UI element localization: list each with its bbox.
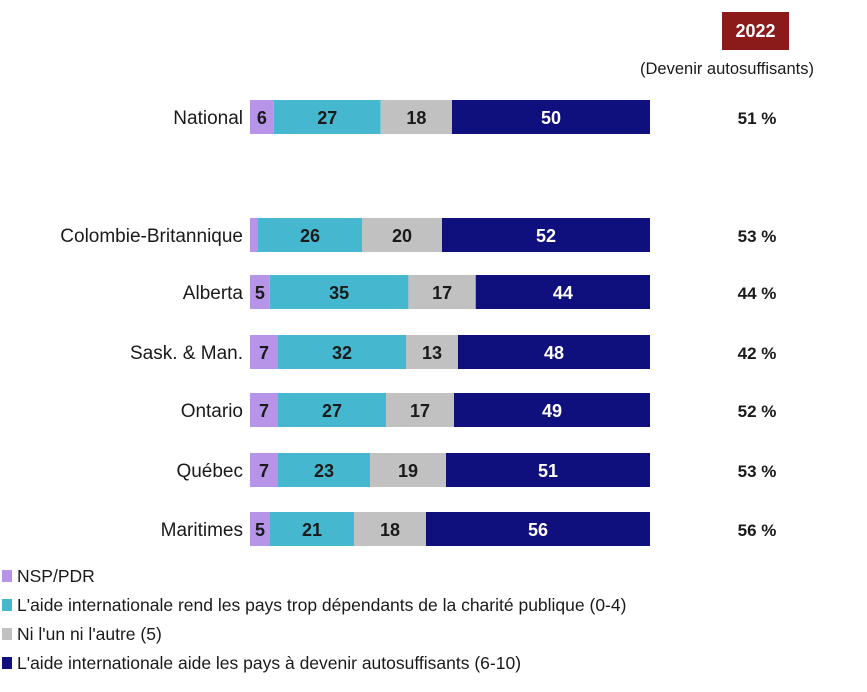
- bar-segment-label: 35: [329, 283, 349, 303]
- category-label: Sask. & Man.: [130, 343, 243, 364]
- bar-segment-label: 50: [541, 108, 561, 128]
- bar-segment-label: 27: [317, 108, 337, 128]
- legend-swatch: [2, 657, 12, 669]
- comparison-value: 51 %: [738, 109, 777, 128]
- comparison-value: 56 %: [738, 521, 777, 540]
- bars-layer: National 6 27 18 50 51 % Colombie-Britannique 2…: [60, 100, 776, 546]
- legend-label: L'aide internationale rend les pays trop…: [17, 595, 626, 616]
- bar-segment-label: 6: [257, 108, 267, 128]
- bar-segment-label: 49: [542, 401, 562, 421]
- bar-segment-label: 32: [332, 343, 352, 363]
- comparison-column-subtitle: (Devenir autosuffisants): [640, 60, 867, 79]
- legend-item: L'aide internationale aide les pays à de…: [0, 649, 521, 677]
- legend-label: NSP/PDR: [17, 566, 95, 587]
- bar-segment-label: 17: [432, 283, 452, 303]
- legend-item: L'aide internationale rend les pays trop…: [0, 591, 626, 619]
- bar-segment-label: 20: [392, 226, 412, 246]
- bar-segment-label: 18: [406, 108, 426, 128]
- comparison-value: 53 %: [738, 227, 777, 246]
- category-label: National: [173, 108, 243, 129]
- bar-segment-label: 17: [410, 401, 430, 421]
- legend-swatch: [2, 628, 12, 640]
- year-header-badge: 2022: [722, 12, 789, 50]
- comparison-value: 42 %: [738, 344, 777, 363]
- bar-segment-label: 21: [302, 520, 322, 540]
- comparison-value: 44 %: [738, 284, 777, 303]
- comparison-value: 53 %: [738, 462, 777, 481]
- bar-segment-label: 19: [398, 461, 418, 481]
- bar-segment-label: 5: [255, 520, 265, 540]
- bar-segment-label: 26: [300, 226, 320, 246]
- category-label: Alberta: [183, 283, 244, 304]
- bar-segment-label: 7: [259, 343, 269, 363]
- legend-item: Ni l'un ni l'autre (5): [0, 620, 162, 648]
- legend-swatch: [2, 599, 12, 611]
- bar-segment-label: 7: [259, 461, 269, 481]
- category-label: Colombie-Britannique: [60, 226, 243, 247]
- category-label: Québec: [176, 461, 243, 482]
- category-label: Ontario: [181, 401, 243, 422]
- bar-segment-label: 51: [538, 461, 558, 481]
- legend-swatch: [2, 570, 12, 582]
- bar-segment-label: 52: [536, 226, 556, 246]
- bar-segment-label: 44: [553, 283, 573, 303]
- bar-segment: [250, 218, 258, 252]
- bar-segment-label: 56: [528, 520, 548, 540]
- legend-label: Ni l'un ni l'autre (5): [17, 624, 162, 645]
- stacked-bar-chart: National 6 27 18 50 51 % Colombie-Britannique 2…: [0, 0, 867, 560]
- bar-segment-label: 18: [380, 520, 400, 540]
- bar-segment-label: 5: [255, 283, 265, 303]
- comparison-value: 52 %: [738, 402, 777, 421]
- legend-label: L'aide internationale aide les pays à de…: [17, 653, 521, 674]
- legend-item: NSP/PDR: [0, 562, 95, 590]
- bar-segment-label: 27: [322, 401, 342, 421]
- category-label: Maritimes: [161, 520, 243, 541]
- bar-segment-label: 23: [314, 461, 334, 481]
- bar-segment-label: 7: [259, 401, 269, 421]
- bar-segment-label: 13: [422, 343, 442, 363]
- bar-segment-label: 48: [544, 343, 564, 363]
